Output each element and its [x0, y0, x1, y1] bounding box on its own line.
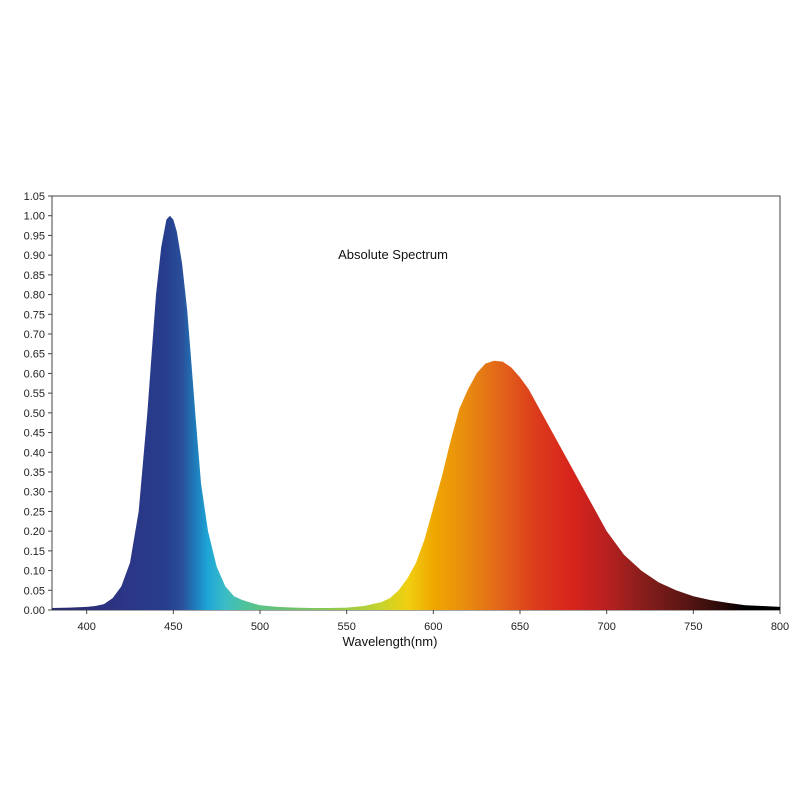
x-tick-label: 650	[511, 621, 529, 633]
y-tick-label: 0.90	[24, 250, 45, 262]
y-tick-label: 0.50	[24, 408, 45, 420]
x-tick-label: 700	[597, 621, 615, 633]
x-tick-label: 600	[424, 621, 442, 633]
x-tick-label: 450	[164, 621, 182, 633]
y-tick-label: 0.75	[24, 309, 45, 321]
y-tick-label: 1.05	[24, 191, 45, 203]
y-axis: 0.00 0.05 0.10 0.15 0.20 0.25 0.30 0.35 0.40 0.45…	[24, 191, 52, 617]
x-tick-label: 400	[77, 621, 95, 633]
chart-title: Absolute Spectrum	[338, 247, 448, 262]
y-tick-label: 0.25	[24, 506, 45, 518]
y-tick-label: 0.10	[24, 566, 45, 578]
y-tick-label: 0.40	[24, 447, 45, 459]
x-tick-label: 800	[771, 621, 789, 633]
x-axis-title: Wavelength(nm)	[343, 634, 438, 649]
y-tick-label: 0.05	[24, 585, 45, 597]
y-tick-label: 0.85	[24, 270, 45, 282]
x-tick-label: 550	[337, 621, 355, 633]
y-tick-label: 0.15	[24, 546, 45, 558]
y-tick-label: 1.00	[24, 211, 45, 223]
y-tick-label: 0.55	[24, 388, 45, 400]
x-tick-label: 750	[684, 621, 702, 633]
y-tick-label: 0.70	[24, 329, 45, 341]
y-tick-label: 0.65	[24, 349, 45, 361]
y-tick-label: 0.95	[24, 230, 45, 242]
y-tick-label: 0.30	[24, 487, 45, 499]
y-tick-label: 0.60	[24, 368, 45, 380]
x-axis: 400 450 500 550 600 650 700 750 800	[77, 610, 789, 633]
x-tick-label: 500	[251, 621, 269, 633]
y-tick-label: 0.80	[24, 290, 45, 302]
y-tick-label: 0.45	[24, 428, 45, 440]
y-tick-label: 0.35	[24, 467, 45, 479]
y-tick-label: 0.20	[24, 526, 45, 538]
y-tick-label: 0.00	[24, 605, 45, 617]
